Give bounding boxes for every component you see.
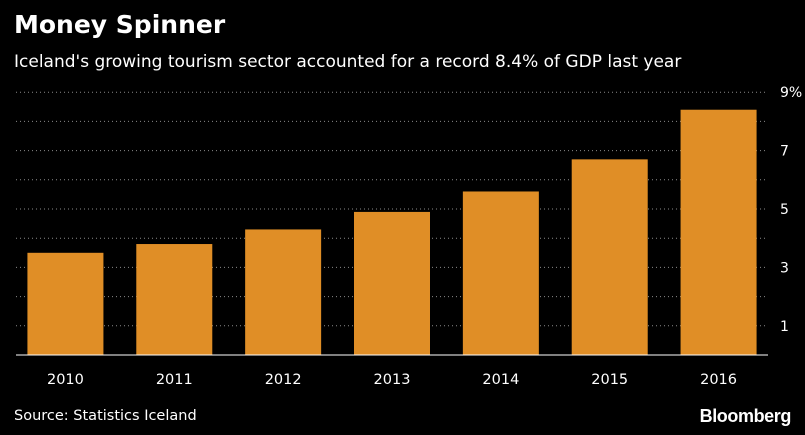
- x-tick-label: 2013: [374, 372, 411, 388]
- y-tick-label: 5: [780, 202, 789, 218]
- bar: [462, 191, 539, 355]
- y-tick-label: 3: [780, 260, 789, 276]
- x-tick-label: 2012: [265, 372, 302, 388]
- y-tick-label: 7: [780, 144, 789, 160]
- bar: [27, 252, 104, 355]
- bar-chart: 2010 2011 2012 2013 2014 2015 2016 1 3 5 7 9%: [16, 85, 802, 388]
- x-tick-label: 2014: [482, 372, 519, 388]
- bloomberg-logo: Bloomberg: [699, 406, 792, 426]
- bar: [680, 109, 757, 355]
- source-note: Source: Statistics Iceland: [14, 408, 197, 424]
- y-tick-label: 9%: [780, 85, 802, 101]
- y-tick-label: 1: [780, 319, 789, 335]
- x-tick-label: 2016: [700, 372, 737, 388]
- x-tick-label: 2011: [156, 372, 193, 388]
- bar: [245, 229, 322, 355]
- chart-title: Money Spinner: [14, 10, 226, 39]
- x-tick-label: 2010: [47, 372, 84, 388]
- bar: [571, 159, 648, 355]
- x-tick-label: 2015: [591, 372, 628, 388]
- bar: [136, 244, 213, 355]
- bar: [354, 211, 430, 355]
- chart-subtitle: Iceland's growing tourism sector account…: [14, 52, 682, 72]
